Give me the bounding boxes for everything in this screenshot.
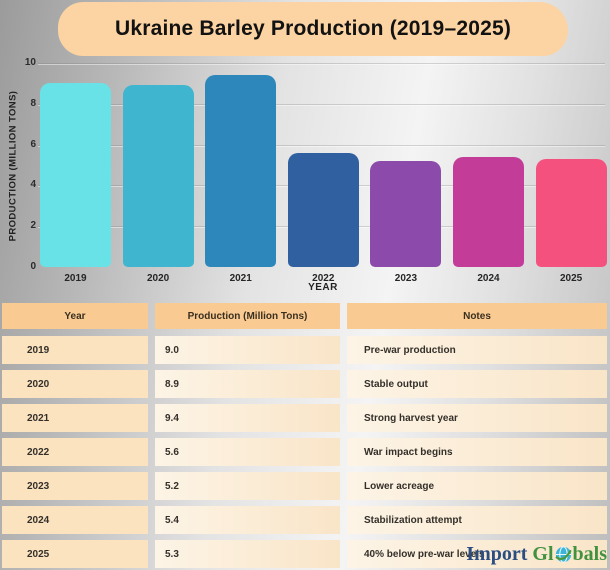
- bar-2023: [370, 160, 442, 267]
- bar-2024: [453, 156, 524, 267]
- page-title: Ukraine Barley Production (2019–2025): [114, 17, 512, 40]
- table-row: 2023 5.2 Lower acreage: [0, 472, 610, 500]
- cell-notes: Stabilization attempt: [347, 506, 607, 534]
- cell-notes: Lower acreage: [347, 472, 607, 500]
- gridline: [38, 144, 605, 146]
- cell-year: 2019: [2, 336, 148, 364]
- title-banner: Ukraine Barley Production (2019–2025): [58, 2, 568, 56]
- x-axis-tick-label: 2024: [477, 273, 500, 284]
- cell-production: 5.2: [155, 472, 340, 500]
- data-table-body: 2019 9.0 Pre-war production 2020 8.9 Stable o…: [0, 336, 610, 568]
- cell-production: 5.6: [155, 438, 340, 466]
- import-globals-logo: Import Gl bals: [466, 541, 607, 567]
- table-row: 2020 8.9 Stable output: [0, 370, 610, 398]
- logo-text-bals: bals: [572, 542, 607, 565]
- data-table: Year Production (Million Tons) Notes 201…: [0, 303, 610, 570]
- y-axis-tick-label: 2: [30, 220, 36, 232]
- table-row: 2021 9.4 Strong harvest year: [0, 404, 610, 432]
- table-header-row: Year Production (Million Tons) Notes: [0, 303, 610, 329]
- cell-year: 2022: [2, 438, 148, 466]
- y-axis-tick-label: 0: [30, 261, 36, 272]
- cell-year: 2023: [2, 472, 148, 500]
- y-axis-tick-label: 4: [30, 179, 36, 191]
- x-axis-tick-label: 2021: [229, 273, 252, 284]
- cell-year: 2025: [2, 540, 148, 568]
- cell-year: 2021: [2, 404, 148, 432]
- table-row: 2024 5.4 Stabilization attempt: [0, 506, 610, 534]
- y-axis-label: PRODUCTION (MILLION TONS): [7, 90, 19, 242]
- y-axis-tick-label: 6: [30, 138, 36, 150]
- cell-year: 2024: [2, 506, 148, 534]
- cell-production: 5.3: [155, 540, 340, 568]
- cell-production: 5.4: [155, 506, 340, 534]
- bar-2020: [122, 85, 194, 267]
- cell-production: 9.4: [155, 404, 340, 432]
- globe-icon: [555, 546, 571, 563]
- bar-2022: [287, 152, 359, 267]
- logo-text-gl: Gl: [532, 542, 554, 565]
- logo-text-import: Import: [466, 542, 528, 565]
- bar-2019: [40, 83, 111, 267]
- cell-notes: Strong harvest year: [347, 404, 607, 432]
- cell-production: 8.9: [155, 370, 340, 398]
- y-axis-tick-label: 10: [24, 57, 36, 68]
- gridline: [38, 103, 605, 105]
- x-axis-tick-label: 2023: [394, 273, 418, 284]
- y-axis-tick-label: 8: [30, 97, 36, 109]
- gridline: [38, 63, 605, 64]
- table-row: 2022 5.6 War impact begins: [0, 438, 610, 466]
- table-row: 2019 9.0 Pre-war production: [0, 336, 610, 364]
- cell-notes: Pre-war production: [347, 336, 607, 364]
- x-axis-tick-label: 2019: [64, 273, 87, 284]
- header-cell-production: Production (Million Tons): [155, 303, 340, 329]
- bar-2021: [205, 75, 277, 267]
- cell-notes: War impact begins: [347, 438, 607, 466]
- cell-year: 2020: [2, 370, 148, 398]
- x-axis-tick-label: 2020: [146, 273, 170, 284]
- bar-2025: [535, 158, 607, 267]
- x-axis-label: YEAR: [308, 282, 338, 293]
- cell-production: 9.0: [155, 336, 340, 364]
- x-axis-tick-label: 2022: [312, 273, 335, 284]
- header-cell-notes: Notes: [347, 303, 607, 329]
- header-cell-year: Year: [2, 303, 148, 329]
- x-axis-tick-label: 2025: [559, 273, 583, 284]
- cell-notes: Stable output: [347, 370, 607, 398]
